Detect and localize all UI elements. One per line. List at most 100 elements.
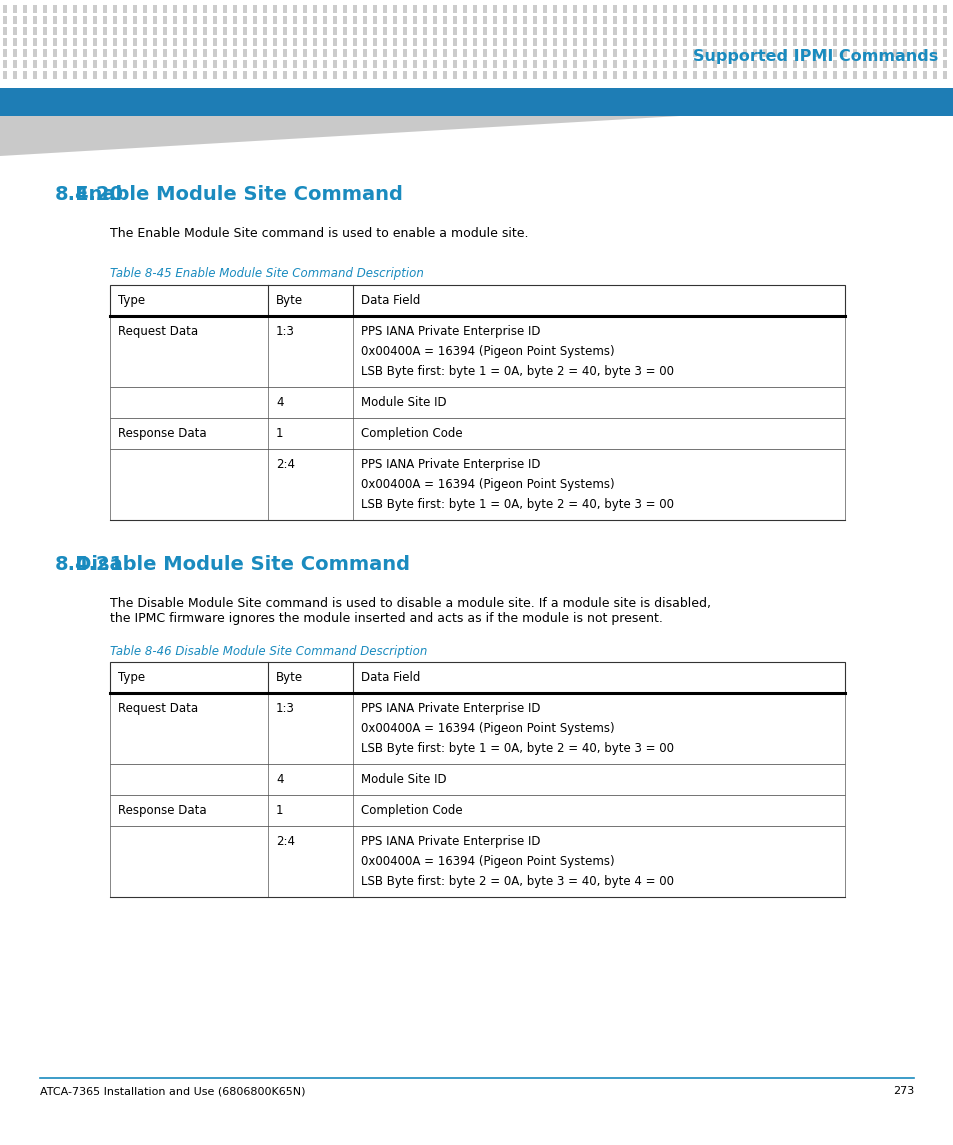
Bar	[633, 60, 637, 68]
Bar	[662, 71, 666, 79]
Bar	[882, 60, 886, 68]
Bar	[582, 16, 586, 24]
Bar	[802, 49, 806, 57]
Bar	[662, 5, 666, 13]
Bar	[802, 5, 806, 13]
Bar	[303, 71, 307, 79]
Bar	[63, 60, 67, 68]
Bar	[213, 38, 216, 46]
Bar	[502, 5, 506, 13]
Bar	[942, 16, 946, 24]
Bar	[110, 449, 844, 520]
Bar	[442, 16, 447, 24]
Bar	[203, 71, 207, 79]
Text: 1:3: 1:3	[275, 702, 294, 714]
Bar	[772, 60, 776, 68]
Bar	[223, 71, 227, 79]
Bar	[522, 49, 526, 57]
Text: 1: 1	[275, 804, 283, 818]
Bar	[462, 27, 467, 35]
Bar	[23, 38, 27, 46]
Text: Data Field: Data Field	[360, 294, 419, 307]
Bar	[53, 71, 57, 79]
Bar	[413, 49, 416, 57]
Bar	[442, 27, 447, 35]
Bar	[253, 5, 256, 13]
Bar	[533, 27, 537, 35]
Bar	[672, 49, 677, 57]
Bar	[73, 5, 77, 13]
Bar	[303, 38, 307, 46]
Bar	[53, 60, 57, 68]
Bar	[622, 38, 626, 46]
Bar	[513, 5, 517, 13]
Bar	[183, 71, 187, 79]
Bar	[553, 38, 557, 46]
Bar	[453, 71, 456, 79]
Bar	[23, 49, 27, 57]
Bar	[163, 27, 167, 35]
Bar	[112, 38, 117, 46]
Bar	[313, 5, 316, 13]
Bar	[13, 27, 17, 35]
Bar	[942, 27, 946, 35]
Bar	[582, 60, 586, 68]
Bar	[43, 49, 47, 57]
Text: 0x00400A = 16394 (Pigeon Point Systems): 0x00400A = 16394 (Pigeon Point Systems)	[360, 855, 614, 868]
Bar	[642, 27, 646, 35]
Bar	[433, 60, 436, 68]
Bar	[13, 5, 17, 13]
Bar	[112, 49, 117, 57]
Bar	[263, 16, 267, 24]
Bar	[63, 16, 67, 24]
Bar	[692, 38, 697, 46]
Bar	[812, 5, 816, 13]
Bar	[842, 49, 846, 57]
Bar	[762, 49, 766, 57]
Bar	[782, 60, 786, 68]
Bar	[562, 5, 566, 13]
Bar	[822, 71, 826, 79]
Bar	[602, 16, 606, 24]
Bar	[303, 16, 307, 24]
Bar	[862, 16, 866, 24]
Bar	[842, 38, 846, 46]
Text: PPS IANA Private Enterprise ID: PPS IANA Private Enterprise ID	[360, 325, 539, 338]
Bar	[263, 5, 267, 13]
Bar	[822, 49, 826, 57]
Bar	[482, 60, 486, 68]
Bar	[453, 38, 456, 46]
Bar	[522, 38, 526, 46]
Bar	[932, 60, 936, 68]
Bar	[353, 16, 356, 24]
Bar	[263, 71, 267, 79]
Bar	[323, 60, 327, 68]
Bar	[462, 60, 467, 68]
Bar	[203, 16, 207, 24]
Bar	[373, 60, 376, 68]
Text: Type: Type	[118, 294, 145, 307]
Bar	[633, 27, 637, 35]
Bar	[923, 38, 926, 46]
Bar	[482, 27, 486, 35]
Bar	[193, 38, 196, 46]
Bar	[402, 27, 407, 35]
Bar	[353, 71, 356, 79]
Bar	[662, 49, 666, 57]
Bar	[343, 38, 347, 46]
Bar	[213, 60, 216, 68]
Bar	[862, 38, 866, 46]
Bar	[852, 27, 856, 35]
Bar	[333, 71, 336, 79]
Bar	[263, 27, 267, 35]
Bar	[862, 71, 866, 79]
Bar	[542, 16, 546, 24]
Bar	[932, 27, 936, 35]
Bar	[453, 49, 456, 57]
Bar	[143, 38, 147, 46]
Bar	[163, 71, 167, 79]
Bar	[442, 60, 447, 68]
Bar	[333, 27, 336, 35]
Bar	[812, 71, 816, 79]
Bar	[243, 71, 247, 79]
